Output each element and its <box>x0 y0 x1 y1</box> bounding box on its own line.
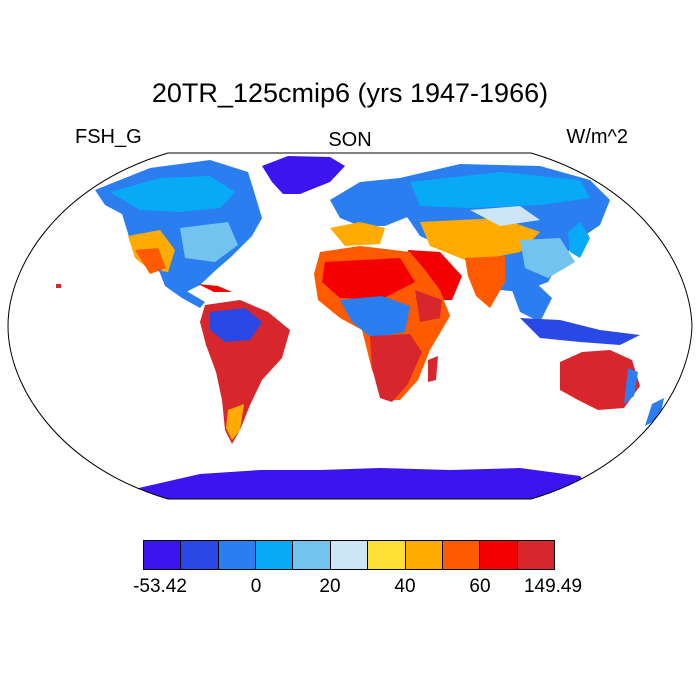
na-boreal <box>110 176 235 212</box>
colorbar-tick-label: 0 <box>250 576 262 597</box>
colorbar-tick-label: -53.42 <box>133 576 187 597</box>
australia <box>560 350 640 410</box>
map-outline <box>7 152 693 500</box>
siberia <box>410 172 590 208</box>
caribbean <box>198 284 232 292</box>
europe-south <box>330 222 385 246</box>
colorbar-swatch <box>218 541 257 569</box>
central-asia <box>420 218 540 262</box>
southeast-asia <box>510 282 552 322</box>
colorbar-swatch <box>144 541 182 569</box>
variable-label: FSH_G <box>75 126 142 148</box>
sa-south <box>226 404 244 440</box>
greenland <box>262 156 345 194</box>
colorbar-swatch <box>517 541 554 569</box>
amazon <box>210 308 262 342</box>
hawaii <box>56 284 61 288</box>
colorbar-swatch <box>330 541 369 569</box>
europe <box>330 178 420 226</box>
himalaya <box>470 206 540 226</box>
colorbar-tick-label: 60 <box>469 576 491 597</box>
colorbar-tick-label: 40 <box>394 576 416 597</box>
plot-title: 20TR_125cmip6 (yrs 1947-1966) <box>151 78 549 108</box>
sahara <box>322 258 415 300</box>
colorbar <box>143 540 555 570</box>
australia-east <box>624 368 638 404</box>
central-africa <box>340 296 410 338</box>
colorbar-swatch <box>293 541 331 569</box>
madagascar <box>428 356 438 382</box>
land-layer <box>56 156 664 499</box>
colorbar-swatch <box>442 541 481 569</box>
indonesia <box>520 318 640 345</box>
colorbar-tick-label: 20 <box>319 576 341 597</box>
central-america <box>158 268 205 308</box>
na-southwest <box>135 248 166 274</box>
colorbar-swatch <box>480 541 518 569</box>
colorbar-tick-label: 149.49 <box>523 576 583 597</box>
new-zealand <box>645 398 664 426</box>
season-label: SON <box>328 129 372 151</box>
na-east <box>180 222 238 262</box>
japan <box>568 222 590 258</box>
india <box>465 256 505 308</box>
china <box>520 238 575 278</box>
antarctica <box>100 468 600 499</box>
colorbar-swatch <box>181 541 219 569</box>
southern-africa <box>370 334 422 402</box>
east-africa <box>415 290 442 322</box>
colorbar-swatch <box>405 541 443 569</box>
units-label: W/m^2 <box>566 126 628 148</box>
colorbar-swatch <box>368 541 406 569</box>
colorbar-swatch <box>256 541 294 569</box>
